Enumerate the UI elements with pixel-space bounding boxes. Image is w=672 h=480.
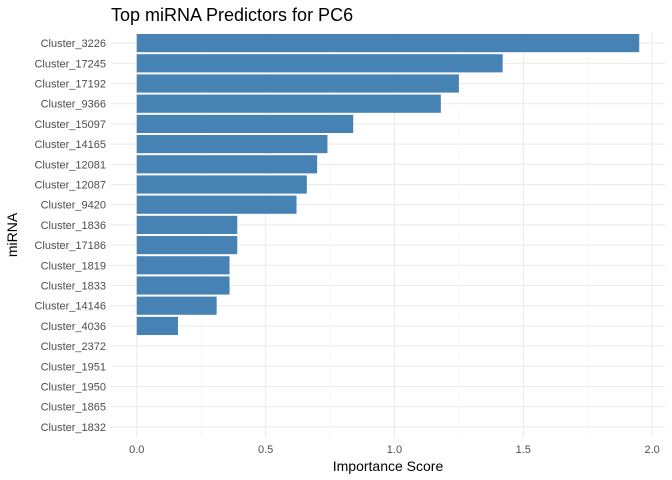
bar-cluster-1836 — [136, 215, 238, 234]
x-axis-title: Importance Score — [333, 458, 444, 474]
bar-cluster-17192 — [136, 74, 459, 93]
y-tick-label: Cluster_12087 — [34, 180, 106, 192]
y-tick-label: Cluster_17192 — [34, 79, 106, 91]
x-tick-label: 1.5 — [516, 444, 531, 456]
y-tick-label: Cluster_9420 — [41, 200, 106, 212]
x-tick-label: 2.0 — [644, 444, 659, 456]
y-tick-label: Cluster_1832 — [41, 422, 106, 434]
bar-cluster-12081 — [136, 155, 318, 174]
y-tick-label: Cluster_12081 — [34, 159, 106, 171]
bar-layer — [136, 34, 640, 335]
bar-cluster-12087 — [136, 175, 307, 194]
y-tick-label: Cluster_1836 — [41, 220, 106, 232]
y-tick-label: Cluster_17186 — [34, 240, 106, 252]
bar-cluster-1833 — [136, 276, 230, 295]
y-axis-title: miRNA — [4, 212, 20, 257]
bar-cluster-9420 — [136, 195, 297, 214]
chart-title: Top miRNA Predictors for PC6 — [111, 5, 353, 25]
bar-cluster-14146 — [136, 296, 217, 315]
y-tick-label: Cluster_1865 — [41, 402, 106, 414]
y-tick-label: Cluster_1833 — [41, 281, 106, 293]
y-tick-label: Cluster_2372 — [41, 341, 106, 353]
y-tick-label: Cluster_15097 — [34, 119, 106, 131]
y-tick-label: Cluster_1951 — [41, 361, 106, 373]
y-tick-label: Cluster_9366 — [41, 99, 106, 111]
y-tick-label: Cluster_14165 — [34, 139, 106, 151]
bar-cluster-17186 — [136, 236, 238, 255]
x-tick-label: 0.0 — [129, 444, 144, 456]
bar-cluster-1819 — [136, 256, 230, 275]
y-tick-label: Cluster_1950 — [41, 382, 106, 394]
x-tick-label: 1.0 — [387, 444, 402, 456]
bar-cluster-4036 — [136, 316, 178, 335]
bar-cluster-9366 — [136, 94, 441, 113]
label-layer: Cluster_3226 Cluster_17245 Cluster_17192 Cl… — [34, 38, 659, 456]
grid-layer — [111, 33, 665, 437]
x-tick-label: 0.5 — [258, 444, 273, 456]
y-tick-label: Cluster_17245 — [34, 58, 106, 70]
bar-cluster-15097 — [136, 114, 354, 133]
y-tick-label: Cluster_1819 — [41, 260, 106, 272]
y-tick-label: Cluster_4036 — [41, 321, 106, 333]
y-tick-label: Cluster_14146 — [34, 301, 106, 313]
bar-cluster-17245 — [136, 54, 503, 73]
bar-cluster-3226 — [136, 34, 640, 53]
y-tick-label: Cluster_3226 — [41, 38, 106, 50]
bar-cluster-14165 — [136, 135, 328, 154]
